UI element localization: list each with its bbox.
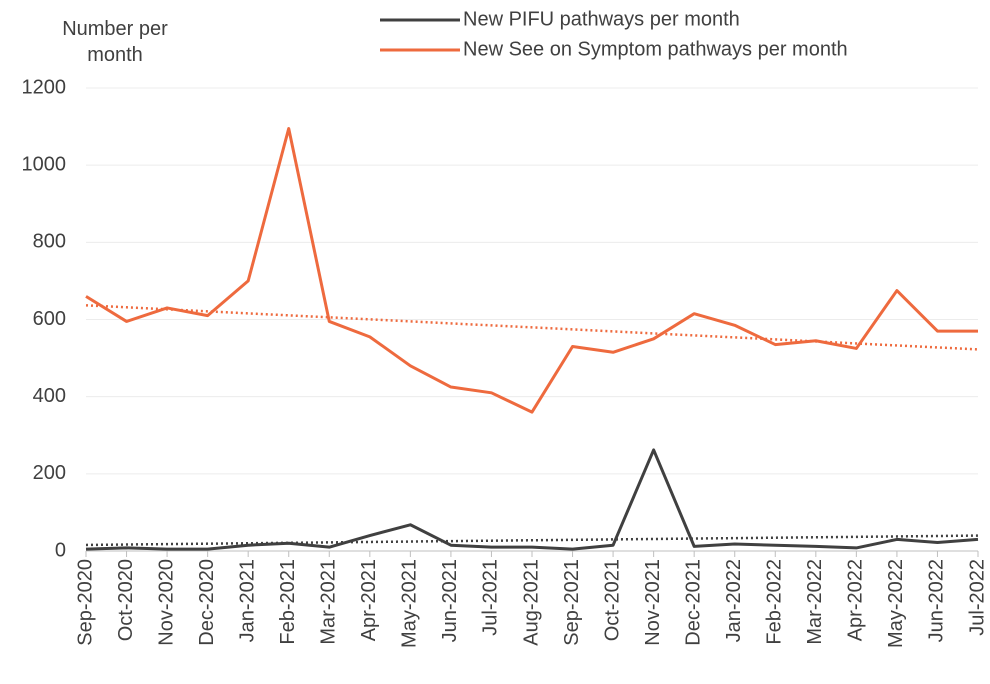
x-tick-label: Mar-2021 — [318, 559, 340, 645]
x-tick-label: Jul-2022 — [966, 559, 988, 636]
legend-label: New See on Symptom pathways per month — [463, 38, 848, 60]
x-tick-label: May-2022 — [885, 559, 907, 648]
x-tick-label: Mar-2022 — [804, 559, 826, 645]
x-tick-label: Nov-2021 — [642, 559, 664, 646]
series-line — [85, 448, 979, 551]
y-tick-label: 400 — [33, 385, 66, 407]
x-tick-label: Jul-2021 — [480, 559, 502, 636]
x-tick-label: May-2021 — [399, 559, 421, 648]
x-tick-label: Jan-2021 — [236, 559, 258, 642]
x-tick-label: Feb-2021 — [277, 559, 299, 645]
y-tick-label: 200 — [33, 462, 66, 484]
trendline — [85, 304, 979, 351]
x-tick-label: Dec-2021 — [682, 559, 704, 646]
x-tick-label: Apr-2021 — [358, 559, 380, 641]
legend-label: New PIFU pathways per month — [463, 8, 740, 30]
y-axis-label: Number per month — [62, 18, 168, 66]
x-tick-label: Jun-2022 — [926, 559, 948, 642]
x-tick-label: Feb-2022 — [764, 559, 786, 645]
x-tick-label: Jun-2021 — [439, 559, 461, 642]
x-tick-label: Sep-2021 — [561, 559, 583, 646]
x-tick-label: Aug-2021 — [520, 559, 542, 646]
y-tick-label: 600 — [33, 308, 66, 330]
trendline — [85, 534, 979, 547]
series-line — [85, 127, 978, 414]
x-tick-label: Sep-2020 — [74, 559, 96, 646]
x-tick-label: Oct-2021 — [601, 559, 623, 641]
y-tick-label: 1000 — [22, 153, 67, 175]
x-tick-label: Oct-2020 — [115, 559, 137, 641]
x-tick-label: Dec-2020 — [196, 559, 218, 646]
x-tick-label: Nov-2020 — [155, 559, 177, 646]
x-tick-label: Jan-2022 — [723, 559, 745, 642]
y-tick-label: 800 — [33, 231, 66, 253]
x-tick-label: Apr-2022 — [845, 559, 867, 641]
y-tick-label: 1200 — [22, 76, 67, 98]
y-tick-label: 0 — [55, 539, 66, 561]
